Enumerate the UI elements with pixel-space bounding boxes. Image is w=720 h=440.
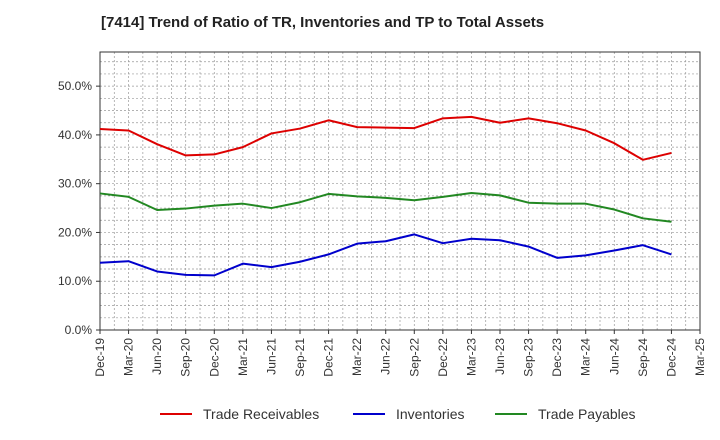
x-tick-label: Jun-21	[264, 338, 278, 375]
x-axis: Dec-19 Mar-20 Jun-20 Sep-20 Dec-20 Mar-21 Jun-…	[93, 330, 707, 377]
y-tick-label: 0.0%	[65, 323, 93, 337]
x-tick-label: Sep-20	[179, 338, 193, 377]
x-tick-label: Mar-21	[236, 338, 250, 376]
series-line-trade-payables	[99, 191, 672, 223]
y-tick-label: 30.0%	[58, 177, 92, 191]
x-tick-label: Dec-23	[550, 338, 564, 377]
x-tick-label: Jun-22	[379, 338, 393, 375]
legend-label-inventories: Inventories	[396, 406, 464, 422]
x-tick-label: Mar-22	[350, 338, 364, 376]
x-tick-label: Jun-23	[493, 338, 507, 375]
y-tick-label: 10.0%	[58, 274, 92, 288]
x-tick-label: Dec-21	[322, 338, 336, 377]
x-tick-label: Jun-24	[607, 338, 621, 375]
y-tick-label: 50.0%	[58, 79, 92, 93]
grid-layer	[99, 52, 701, 331]
plot-border	[99, 51, 701, 331]
legend-label-trade-payables: Trade Payables	[538, 406, 636, 422]
x-tick-label: Sep-24	[636, 338, 650, 377]
x-tick-label: Dec-19	[93, 338, 107, 377]
y-axis: 0.0% 10.0% 20.0% 30.0% 40.0% 50.0%	[58, 79, 100, 337]
chart-title: [7414] Trend of Ratio of TR, Inventories…	[101, 14, 545, 31]
x-tick-label: Mar-20	[122, 338, 136, 376]
x-tick-label: Jun-20	[150, 338, 164, 375]
x-tick-label: Dec-20	[207, 338, 221, 377]
series-line-trade-receivables	[99, 115, 672, 161]
legend: Trade Receivables Inventories Trade Payabl…	[160, 406, 636, 422]
x-tick-label: Dec-24	[664, 338, 678, 377]
legend-label-trade-receivables: Trade Receivables	[203, 406, 319, 422]
x-tick-label: Mar-25	[693, 338, 707, 376]
x-tick-label: Sep-21	[293, 338, 307, 377]
series-line-inventories	[99, 233, 672, 277]
x-tick-label: Sep-22	[407, 338, 421, 377]
x-tick-label: Mar-23	[464, 338, 478, 376]
x-tick-label: Sep-23	[522, 338, 536, 377]
y-tick-label: 20.0%	[58, 225, 92, 239]
x-tick-label: Dec-22	[436, 338, 450, 377]
y-tick-label: 40.0%	[58, 128, 92, 142]
series-layer	[99, 115, 672, 277]
x-tick-label: Mar-24	[579, 338, 593, 376]
